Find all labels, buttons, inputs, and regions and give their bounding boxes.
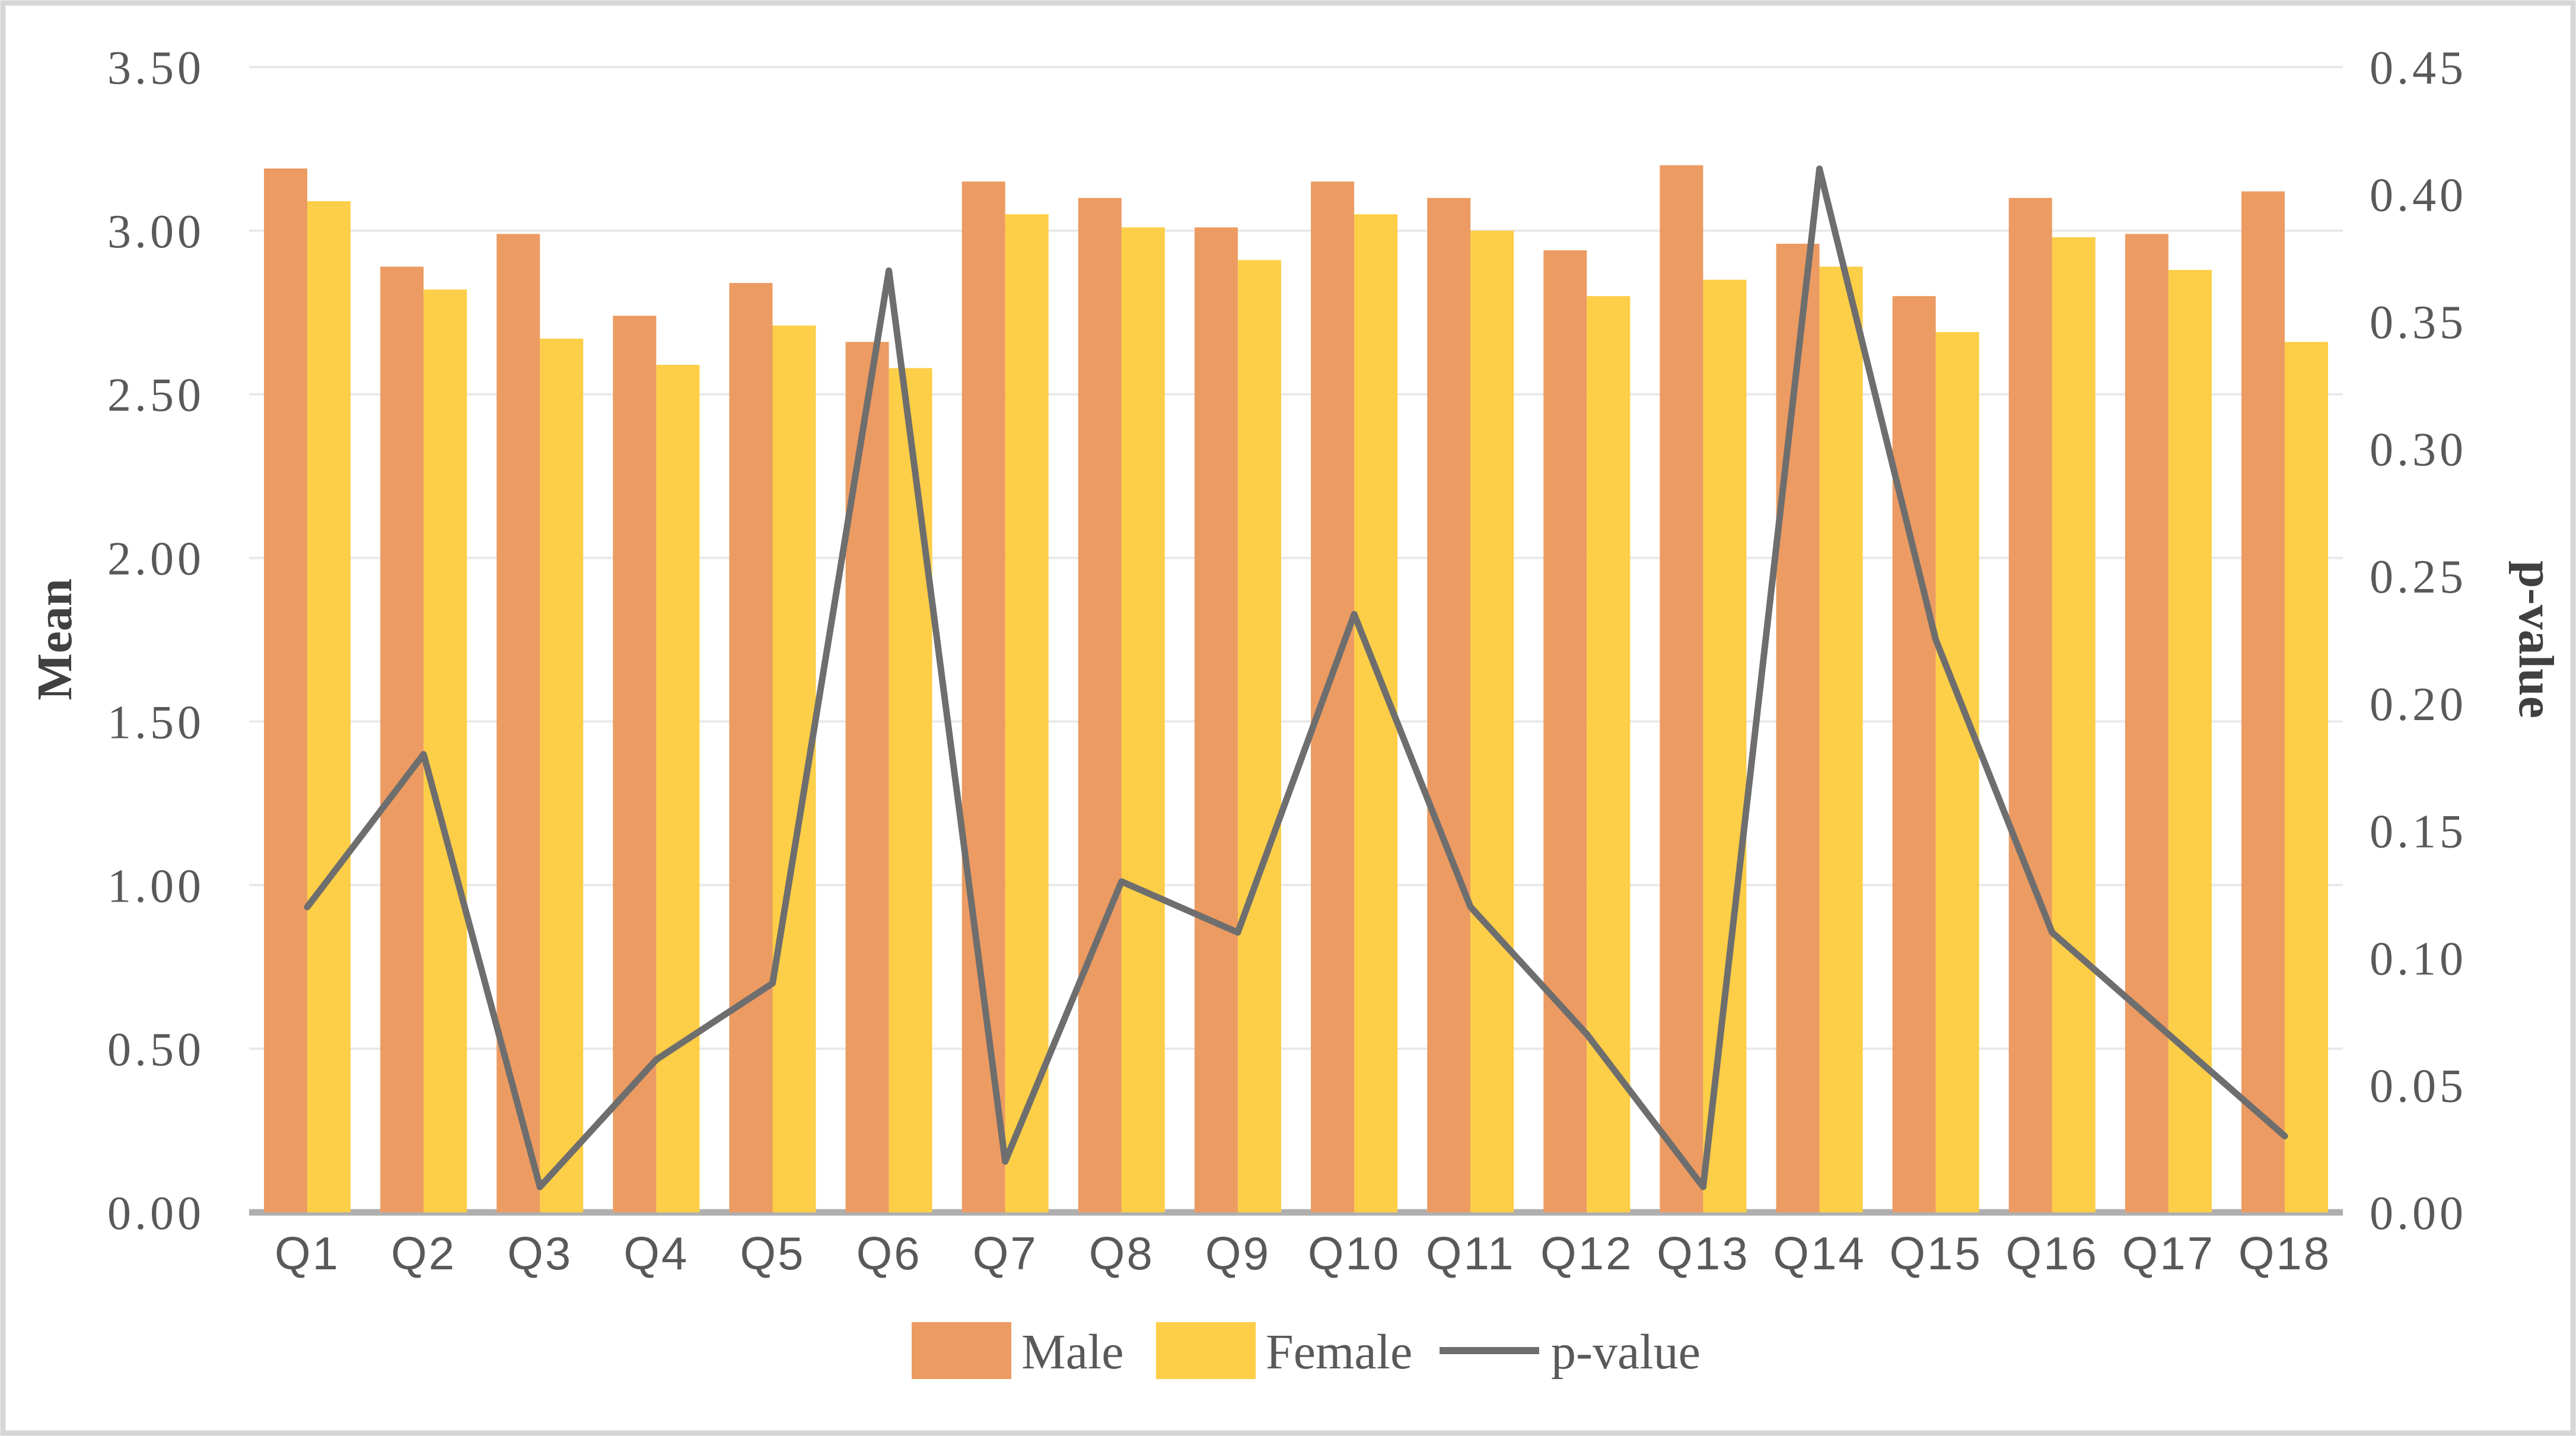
bar-female-Q18 [2284, 342, 2328, 1213]
bar-male-Q6 [845, 342, 889, 1213]
p-value-line-layer [304, 165, 2288, 1190]
x-tick-label-Q14: Q14 [1773, 1227, 1865, 1279]
x-tick-label-Q16: Q16 [2006, 1227, 2099, 1279]
bar-female-Q14 [1819, 266, 1863, 1213]
x-tick-label-Q8: Q8 [1089, 1227, 1154, 1279]
bar-male-Q10 [1311, 182, 1355, 1213]
x-tick-label-Q5: Q5 [740, 1227, 805, 1279]
bar-male-Q4 [613, 316, 657, 1212]
bar-female-Q17 [2168, 270, 2212, 1212]
y-left-tick-label: 1.50 [107, 696, 205, 749]
y-left-tick-label: 0.50 [107, 1024, 205, 1076]
y-right-tick-label: 0.10 [2370, 933, 2467, 985]
y-left-tick-label: 3.00 [107, 206, 205, 258]
bar-male-Q2 [380, 266, 424, 1213]
bar-male-Q17 [2125, 234, 2169, 1213]
bar-female-Q13 [1703, 279, 1747, 1213]
legend-label-p-value: p-value [1551, 1324, 1701, 1380]
y-axis-right-ticks: 0.00 0.05 0.10 0.15 0.20 0.25 0.30 0.35 0.40 0.45 [2370, 42, 2467, 1240]
bar-male-Q1 [264, 168, 308, 1212]
y-right-tick-label: 0.25 [2370, 551, 2467, 603]
left-axis-title: Mean [27, 578, 82, 700]
x-tick-label-Q6: Q6 [856, 1227, 922, 1279]
x-axis-category-labels: Q1 Q2 Q3 Q4 Q5 Q6 Q7 Q8 Q9 Q10 Q11 Q12 Q13 Q14 Q15 Q16 Q… [275, 1227, 2331, 1279]
bar-male-Q13 [1660, 165, 1703, 1212]
bar-female-Q3 [540, 338, 584, 1212]
y-right-tick-label: 0.15 [2370, 805, 2467, 858]
y-axis-left-ticks: 0.00 0.50 1.00 1.50 2.00 2.50 3.00 3.50 [107, 42, 205, 1240]
x-tick-label-Q3: Q3 [507, 1227, 572, 1279]
bar-female-Q6 [889, 368, 932, 1212]
y-right-tick-label: 0.00 [2370, 1187, 2467, 1240]
y-right-tick-label: 0.45 [2370, 42, 2467, 94]
bar-male-Q9 [1194, 227, 1238, 1213]
y-right-tick-label: 0.35 [2370, 297, 2467, 349]
x-tick-label-Q17: Q17 [2122, 1227, 2215, 1279]
bar-female-Q8 [1121, 227, 1165, 1213]
legend-label-male: Male [1021, 1324, 1124, 1380]
bar-female-Q15 [1935, 332, 1979, 1212]
y-left-tick-label: 1.00 [107, 860, 205, 912]
bar-female-Q11 [1470, 230, 1514, 1212]
x-tick-label-Q2: Q2 [391, 1227, 456, 1279]
legend: Male Female p-value [912, 1322, 1701, 1380]
y-right-tick-label: 0.40 [2370, 170, 2467, 222]
bar-male-Q8 [1078, 198, 1122, 1213]
bar-female-Q4 [656, 365, 700, 1212]
bar-male-Q3 [496, 234, 540, 1213]
bars-layer [264, 165, 2328, 1213]
bar-female-Q16 [2052, 237, 2096, 1213]
x-tick-label-Q4: Q4 [623, 1227, 689, 1279]
bar-male-Q16 [2008, 198, 2052, 1213]
x-tick-label-Q13: Q13 [1657, 1227, 1749, 1279]
bar-male-Q7 [961, 182, 1005, 1213]
x-tick-label-Q10: Q10 [1308, 1227, 1400, 1279]
y-left-tick-label: 0.00 [107, 1187, 205, 1240]
legend-label-female: Female [1266, 1324, 1412, 1380]
gridlines-layer [249, 66, 2343, 1216]
bar-male-Q15 [1892, 296, 1936, 1213]
bar-female-Q9 [1237, 260, 1281, 1212]
y-left-tick-label: 2.00 [107, 533, 205, 585]
x-tick-label-Q12: Q12 [1540, 1227, 1633, 1279]
bar-male-Q12 [1543, 250, 1587, 1213]
y-left-tick-label: 2.50 [107, 370, 205, 422]
x-tick-label-Q15: Q15 [1889, 1227, 1982, 1279]
p-value-line [304, 165, 2288, 1190]
bar-male-Q18 [2241, 191, 2285, 1213]
bar-male-Q14 [1776, 243, 1820, 1212]
bar-female-Q7 [1005, 214, 1049, 1212]
bar-male-Q11 [1427, 198, 1471, 1213]
x-tick-label-Q1: Q1 [275, 1227, 340, 1279]
legend-swatch-female [1156, 1322, 1256, 1379]
bar-female-Q1 [307, 201, 351, 1212]
y-left-tick-label: 3.50 [107, 42, 205, 94]
bar-male-Q5 [729, 283, 773, 1212]
y-right-tick-label: 0.30 [2370, 424, 2467, 476]
bar-female-Q12 [1587, 296, 1631, 1213]
x-tick-label-Q7: Q7 [973, 1227, 1038, 1279]
x-tick-label-Q9: Q9 [1205, 1227, 1271, 1279]
bar-female-Q2 [424, 289, 467, 1212]
x-tick-label-Q18: Q18 [2239, 1227, 2331, 1279]
y-right-tick-label: 0.20 [2370, 679, 2467, 731]
x-tick-label-Q11: Q11 [1426, 1227, 1515, 1279]
legend-swatch-male [912, 1322, 1011, 1379]
right-axis-title: p-value [2508, 561, 2564, 718]
y-right-tick-label: 0.05 [2370, 1060, 2467, 1112]
